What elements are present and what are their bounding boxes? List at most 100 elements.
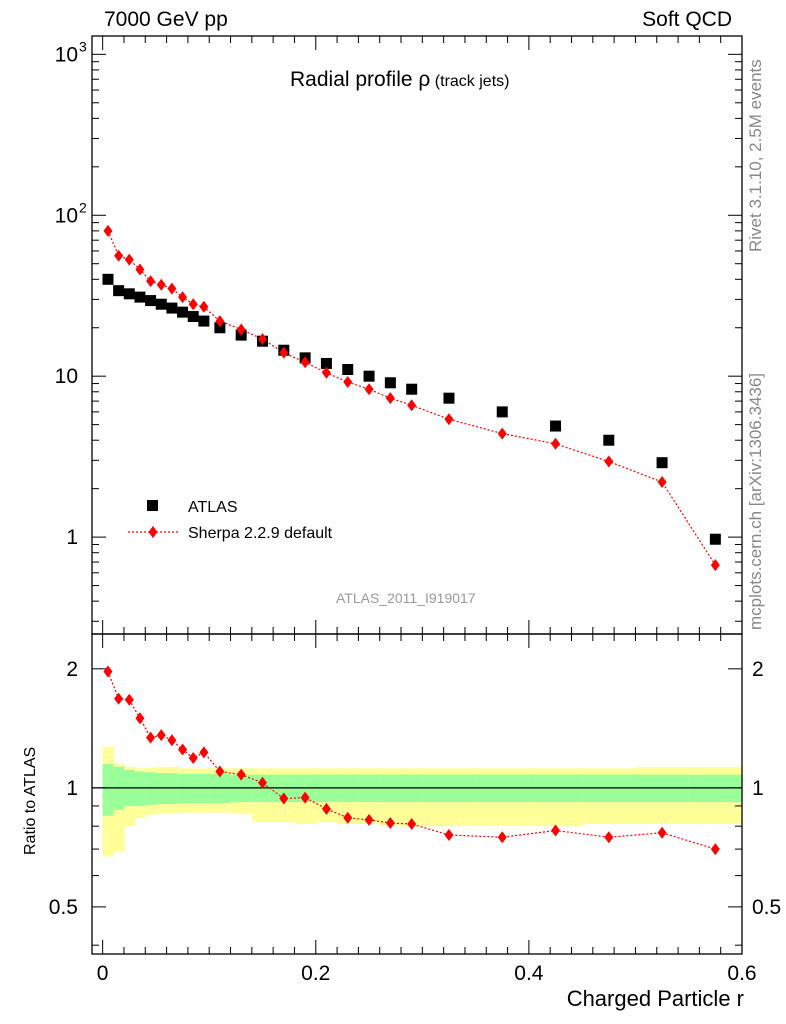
sherpa-point xyxy=(710,559,720,572)
atlas-point xyxy=(102,273,114,285)
ratio-point xyxy=(188,751,198,764)
sherpa-point xyxy=(343,376,353,389)
legend-atlas-label: ATLAS xyxy=(188,499,238,516)
ratio-y-tick-label: 0.5 xyxy=(49,896,78,919)
ratio-point xyxy=(343,811,353,824)
sherpa-point xyxy=(188,298,198,311)
analysis-id-label: ATLAS_2011_I919017 xyxy=(336,590,476,606)
sherpa-point xyxy=(444,413,454,426)
ratio-point xyxy=(215,765,225,778)
ratio-point xyxy=(444,828,454,841)
ratio-point xyxy=(146,731,156,744)
ratio-uncertainty-bands xyxy=(102,746,743,857)
main-y-tick-label: 10 xyxy=(55,365,78,388)
sherpa-point xyxy=(364,383,374,396)
ratio-point xyxy=(710,843,720,856)
ratio-point xyxy=(135,712,145,725)
atlas-point xyxy=(550,420,562,432)
sherpa-point xyxy=(236,323,246,336)
x-tick-label: 0.4 xyxy=(514,962,544,985)
ratio-y-tick-label: 1 xyxy=(66,777,78,800)
ratio-point xyxy=(199,746,209,759)
sherpa-line xyxy=(107,230,716,566)
atlas-point xyxy=(155,298,167,310)
legend-sherpa-marker xyxy=(148,526,158,538)
band-inner-segment xyxy=(155,773,168,805)
sherpa-point xyxy=(178,291,188,304)
atlas-point xyxy=(177,306,189,318)
x-tick-label: 0 xyxy=(97,962,109,985)
rivet-version-label: Rivet 3.1.10, 2.5M events xyxy=(746,59,765,252)
sherpa-point xyxy=(114,249,124,262)
plot-title-main: Radial profile xyxy=(290,68,419,91)
ratio-point xyxy=(604,831,614,844)
atlas-point xyxy=(123,288,135,300)
sherpa-point xyxy=(551,437,561,450)
sherpa-point xyxy=(135,263,145,276)
band-inner-segment xyxy=(166,773,178,805)
main-y-tick-label: 10 xyxy=(55,204,78,227)
header-process-label: 7000 GeV pp xyxy=(104,8,228,31)
atlas-point xyxy=(656,457,668,469)
legend-atlas-marker xyxy=(147,500,158,511)
ratio-point xyxy=(114,692,124,705)
sherpa-point xyxy=(257,333,267,346)
atlas-point xyxy=(134,291,146,303)
ratio-point xyxy=(178,743,188,756)
legend: ATLAS Sherpa 2.2.9 default xyxy=(128,499,333,542)
atlas-point xyxy=(342,364,354,376)
main-y-tick-label-exponent: 3 xyxy=(79,38,87,54)
sherpa-point xyxy=(657,476,667,489)
band-inner-segment xyxy=(134,771,146,806)
atlas-point xyxy=(603,434,615,446)
main-plot-frame xyxy=(91,35,743,635)
sherpa-point xyxy=(199,300,209,313)
ratio-y-axis-label: Ratio to ATLAS xyxy=(22,746,39,855)
atlas-point xyxy=(363,370,375,382)
ratio-plot-border xyxy=(91,633,743,955)
x-tick-label: 0.6 xyxy=(727,962,756,985)
main-series xyxy=(102,224,721,572)
sherpa-point xyxy=(385,392,395,405)
ratio-y-tick-label-right: 0.5 xyxy=(752,896,781,919)
header-category-label: Soft QCD xyxy=(642,8,732,31)
main-y-tick-label: 10 xyxy=(55,43,78,66)
band-inner-segment xyxy=(102,763,114,816)
main-y-tick-label: 1 xyxy=(66,526,78,549)
sherpa-point xyxy=(146,275,156,288)
ratio-point xyxy=(657,826,667,839)
legend-sherpa-label: Sherpa 2.2.9 default xyxy=(188,525,333,542)
ratio-series xyxy=(103,665,720,856)
atlas-point xyxy=(198,315,210,327)
ratio-y-tick-label-right: 2 xyxy=(752,658,764,681)
ratio-point xyxy=(497,831,507,844)
ratio-point xyxy=(321,802,331,815)
ratio-y-tick-label: 2 xyxy=(66,658,78,681)
main-plot-border xyxy=(91,35,743,635)
ratio-point xyxy=(385,816,395,829)
x-axis-label: Charged Particle r xyxy=(566,986,744,1011)
plot-title-symbol: ρ xyxy=(418,68,431,91)
atlas-point xyxy=(166,302,178,314)
sherpa-point xyxy=(497,427,507,440)
atlas-point xyxy=(145,295,157,307)
ratio-point xyxy=(236,768,246,781)
ratio-point xyxy=(279,792,289,805)
ratio-point xyxy=(407,818,417,831)
sherpa-point xyxy=(167,282,177,295)
ratio-point xyxy=(257,776,267,789)
sherpa-point xyxy=(156,278,166,291)
atlas-point xyxy=(320,357,332,369)
ratio-point xyxy=(300,791,310,804)
plot-title-suffix: (track jets) xyxy=(430,73,510,90)
ratio-point xyxy=(103,665,113,678)
atlas-point xyxy=(113,285,125,297)
atlas-point xyxy=(214,322,226,334)
ratio-y-tick-label-right: 1 xyxy=(752,777,764,800)
atlas-point xyxy=(496,406,508,418)
ratio-point xyxy=(156,729,166,742)
x-tick-label: 0.2 xyxy=(301,962,330,985)
ratio-plot-frame xyxy=(91,633,743,955)
